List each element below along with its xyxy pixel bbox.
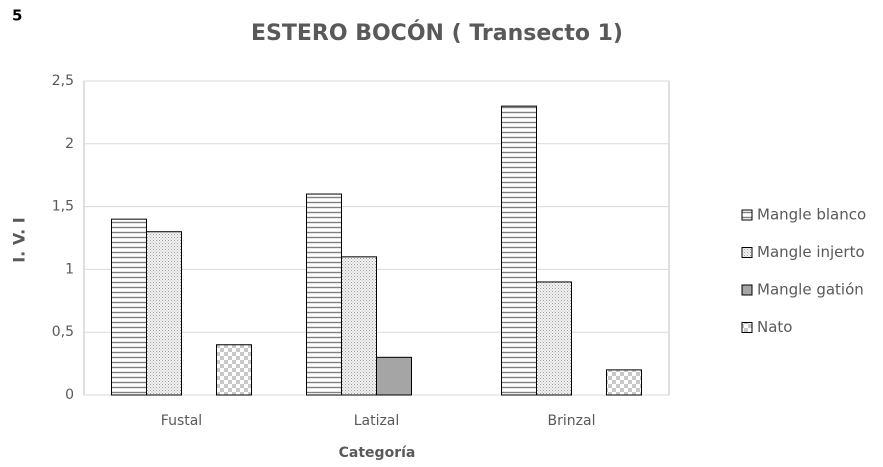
y-tick-label: 2,5 <box>52 73 74 89</box>
bar <box>146 231 182 396</box>
legend-swatch <box>741 209 753 221</box>
y-tick-label: 1 <box>65 261 74 277</box>
y-tick-label: 0 <box>65 387 74 403</box>
bar <box>306 193 342 396</box>
legend-label: Mangle injerto <box>757 243 865 261</box>
legend-swatch <box>741 322 753 333</box>
chart-title: ESTERO BOCÓN ( Transecto 1) <box>251 20 623 46</box>
bar <box>501 105 537 396</box>
x-tick-label: Latizal <box>354 413 400 429</box>
bar <box>341 256 377 396</box>
bar <box>536 281 572 396</box>
x-axis-title: Categoría <box>339 445 416 461</box>
figure-label: 5 <box>12 7 22 25</box>
legend-swatch <box>741 247 753 258</box>
bar <box>376 356 412 396</box>
y-tick-label: 1,5 <box>52 199 74 215</box>
legend-label: Nato <box>757 318 792 336</box>
legend-label: Mangle blanco <box>757 206 866 224</box>
y-tick-label: 2 <box>65 136 74 152</box>
bar <box>606 369 642 396</box>
legend-swatch <box>741 284 753 296</box>
bar <box>216 344 252 396</box>
x-tick-label: Brinzal <box>548 413 596 429</box>
y-tick-label: 0,5 <box>52 324 74 340</box>
x-tick-label: Fustal <box>161 413 202 429</box>
bar <box>111 218 147 396</box>
y-axis-title: I. V. I <box>10 217 29 263</box>
legend-label: Mangle gatión <box>757 281 864 299</box>
